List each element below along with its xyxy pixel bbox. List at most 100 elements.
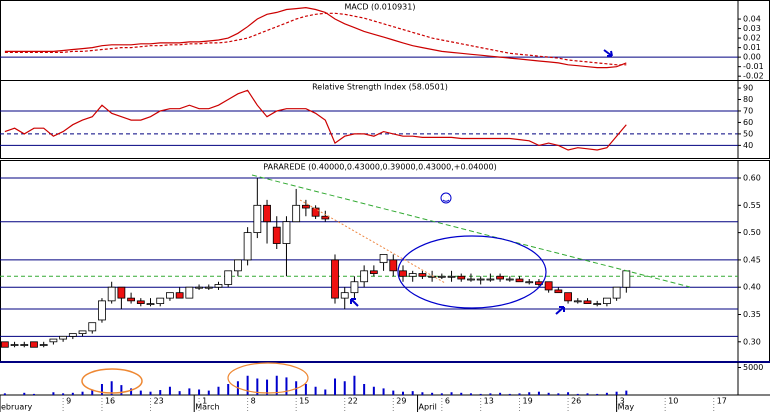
volume-bar bbox=[586, 393, 589, 395]
volume-bar bbox=[557, 393, 560, 395]
candle-body bbox=[437, 275, 446, 278]
candle-body bbox=[476, 278, 485, 281]
y-tick-label: 0.00 bbox=[743, 53, 761, 62]
panel-title: MACD (0.010931) bbox=[345, 3, 416, 12]
candle-body bbox=[195, 286, 203, 289]
volume-bar bbox=[23, 392, 26, 395]
ellipse bbox=[81, 368, 143, 394]
x-tick-label: 26 bbox=[571, 397, 581, 406]
volume-bar bbox=[431, 392, 434, 395]
candle-body bbox=[272, 226, 281, 244]
volume-bar bbox=[401, 391, 404, 395]
candle-body bbox=[10, 344, 19, 346]
volume-bar bbox=[547, 392, 550, 395]
candle-body bbox=[428, 275, 437, 278]
volume-bar bbox=[246, 375, 249, 395]
candle-body bbox=[136, 300, 145, 304]
volume-bar bbox=[489, 393, 492, 395]
trend-line bbox=[251, 174, 691, 288]
candle-body bbox=[369, 270, 378, 274]
x-tick-label: 16 bbox=[105, 397, 115, 406]
candle-body bbox=[88, 322, 97, 332]
y-tick-label: -0.02 bbox=[743, 72, 764, 81]
volume-bar bbox=[188, 388, 191, 395]
volume-bar bbox=[372, 386, 375, 395]
candle-body bbox=[583, 300, 592, 304]
volume-bar bbox=[275, 375, 278, 395]
arrow bbox=[555, 306, 565, 315]
candle-body bbox=[399, 270, 407, 277]
arrow bbox=[603, 49, 613, 57]
volume-bar bbox=[3, 393, 6, 395]
candle-body bbox=[127, 297, 135, 302]
candle-body bbox=[107, 286, 116, 302]
y-tick-label: 80 bbox=[743, 95, 753, 104]
x-tick-label: 13 bbox=[484, 397, 494, 406]
candle-body bbox=[379, 254, 388, 264]
x-tick-label: 17 bbox=[717, 397, 727, 406]
volume-bar bbox=[314, 386, 317, 395]
x-tick-label: 3 bbox=[620, 397, 625, 406]
volume-bar bbox=[159, 390, 162, 395]
volume-bar bbox=[52, 392, 55, 395]
candle-body bbox=[447, 275, 456, 278]
y-tick-label: 0.30 bbox=[743, 337, 761, 346]
volume-bar bbox=[178, 391, 181, 395]
candle-body bbox=[78, 330, 87, 335]
candle-body bbox=[593, 303, 602, 305]
candle-body bbox=[0, 341, 9, 348]
candle-body bbox=[360, 270, 369, 283]
candle-body bbox=[224, 270, 233, 285]
volume-bar bbox=[100, 384, 103, 395]
candle-body bbox=[544, 281, 553, 291]
y-tick-label: 0.02 bbox=[743, 34, 761, 43]
x-tick-label: 9 bbox=[66, 397, 71, 406]
y-tick-label: 90 bbox=[743, 84, 753, 93]
volume-bar bbox=[324, 389, 327, 395]
volume-bar bbox=[576, 393, 579, 395]
candle-body bbox=[525, 281, 534, 284]
x-tick-label: 23 bbox=[154, 397, 164, 406]
candle-body bbox=[311, 207, 320, 217]
candle-body bbox=[573, 300, 582, 303]
volume-bar bbox=[411, 391, 414, 395]
candle-body bbox=[185, 286, 194, 299]
candle-body bbox=[68, 333, 77, 337]
volume-bar bbox=[353, 375, 356, 395]
volume-bar bbox=[596, 393, 599, 395]
x-tick-label: 22 bbox=[348, 397, 358, 406]
candle-body bbox=[486, 278, 495, 281]
volume-bar bbox=[537, 391, 540, 395]
volume-bar bbox=[528, 392, 531, 395]
x-tick-label: 10 bbox=[668, 397, 678, 406]
candle-body bbox=[30, 341, 38, 348]
y-tick-label: 5000 bbox=[743, 363, 763, 372]
volume-bar bbox=[81, 391, 84, 395]
candle-body bbox=[282, 221, 291, 244]
volume-bar bbox=[382, 388, 385, 395]
x-tick-label: 8 bbox=[251, 397, 256, 406]
arrow bbox=[350, 298, 359, 307]
series-line bbox=[4, 89, 627, 151]
annotations bbox=[81, 49, 691, 394]
ellipse bbox=[397, 235, 547, 309]
volume-bar bbox=[227, 384, 230, 395]
series-line bbox=[4, 6, 627, 69]
volume-bar bbox=[499, 392, 502, 395]
volume-bar bbox=[460, 392, 463, 395]
volume-bar bbox=[285, 377, 288, 395]
candle-body bbox=[467, 278, 475, 281]
candle-body bbox=[263, 204, 271, 223]
candle-body bbox=[331, 259, 339, 299]
volume-bar bbox=[110, 381, 113, 395]
volume-bar bbox=[392, 390, 395, 395]
volume-bar bbox=[334, 378, 337, 395]
volume-bar bbox=[479, 393, 482, 395]
candle-body bbox=[301, 204, 310, 209]
candle-body bbox=[98, 300, 106, 321]
smiley bbox=[440, 192, 452, 204]
volume-bar bbox=[198, 389, 201, 395]
volume-bar bbox=[120, 385, 123, 395]
candle-body bbox=[505, 278, 514, 281]
